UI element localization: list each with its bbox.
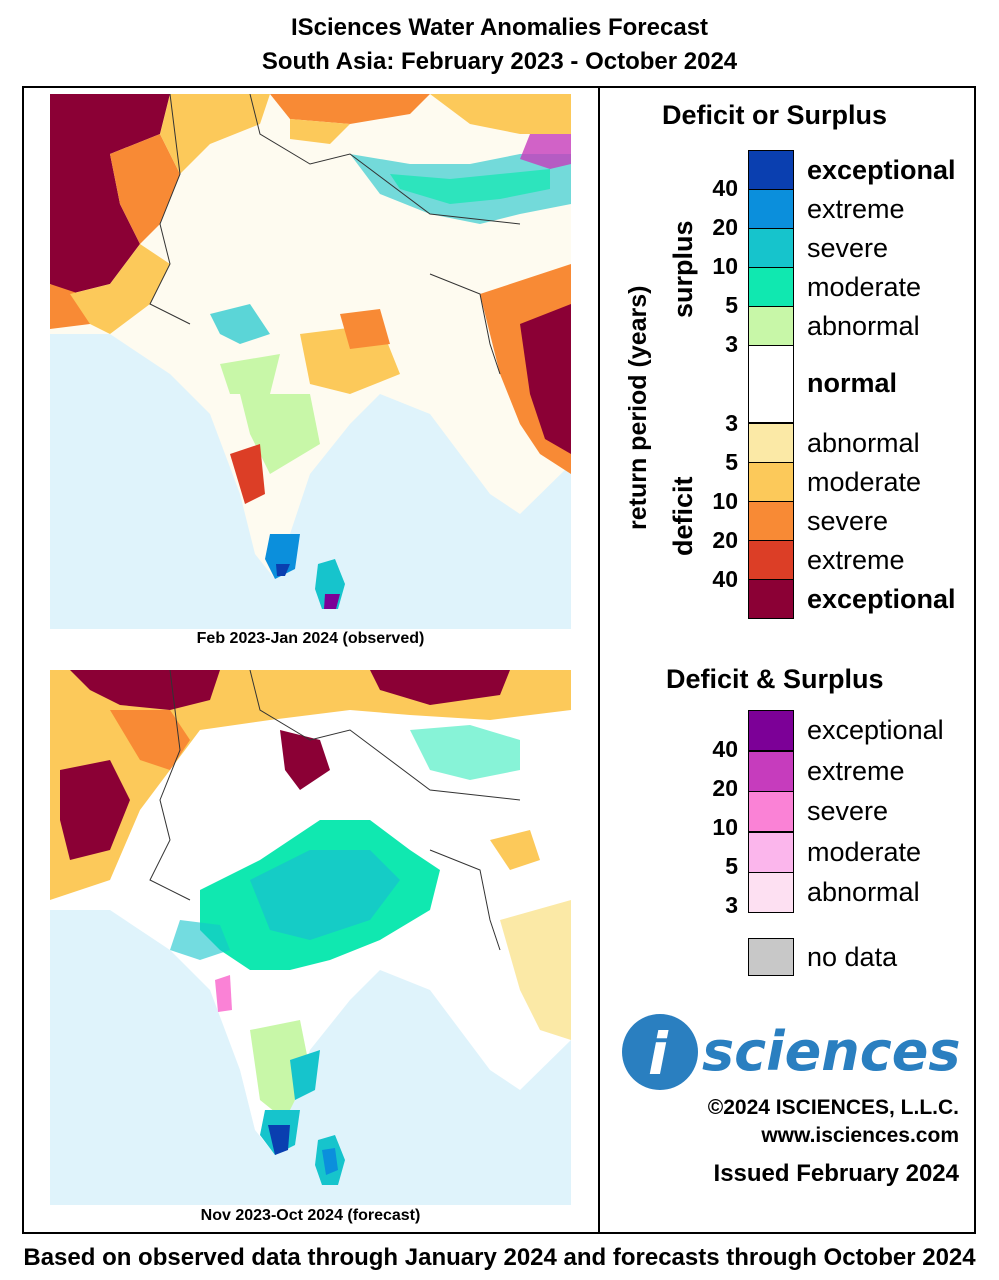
issued-date: Issued February 2024 xyxy=(713,1160,959,1187)
surplus-return-period-number: 3 xyxy=(725,331,738,357)
surplus-severe-label: severe xyxy=(807,233,889,263)
copyright-text: ©2024 ISCIENCES, L.L.C. xyxy=(707,1096,959,1119)
forecast-map xyxy=(50,670,571,1205)
no-data-label: no data xyxy=(807,942,898,972)
deficit-return-period-number: 20 xyxy=(712,527,738,553)
surplus-severe-swatch xyxy=(748,228,794,268)
surplus-axis-label: surplus xyxy=(668,220,698,318)
surplus-return-period-number: 10 xyxy=(712,253,738,279)
deficit-return-period-number: 40 xyxy=(712,566,738,592)
surplus-moderate-swatch xyxy=(748,267,794,307)
surplus-return-period-number: 40 xyxy=(712,175,738,201)
normal-swatch xyxy=(748,345,794,423)
surplus-moderate-label: moderate xyxy=(807,272,922,302)
combined-return-period-number: 3 xyxy=(725,892,738,918)
combined-moderate-label: moderate xyxy=(807,836,922,867)
combined-extreme-swatch xyxy=(748,750,794,792)
combined-return-period-number: 20 xyxy=(712,775,738,801)
combined-return-period-number: 5 xyxy=(725,853,738,879)
combined-moderate-swatch xyxy=(748,831,794,873)
combined-exceptional-label: exceptional xyxy=(807,715,944,745)
deficit-extreme-swatch xyxy=(748,540,794,580)
deficit-exceptional-swatch xyxy=(748,579,794,619)
return-period-axis-label: return period (years) xyxy=(624,285,652,530)
map-title: ISciences Water Anomalies Forecast xyxy=(290,14,709,41)
deficit-return-period-number: 3 xyxy=(725,410,738,436)
deficit-return-period-number: 10 xyxy=(712,488,738,514)
combined-return-period-number: 10 xyxy=(712,814,738,840)
observed-map xyxy=(50,94,571,629)
surplus-extreme-label: extreme xyxy=(807,194,905,224)
logo-i-letter: i xyxy=(648,1020,669,1088)
surplus-return-period-number: 20 xyxy=(712,214,738,240)
footer-note: Based on observed data through January 2… xyxy=(23,1244,976,1271)
isciences-logo: i sciences xyxy=(620,1012,965,1092)
combined-abnormal-swatch xyxy=(748,872,794,913)
deficit-severe-label: severe xyxy=(807,506,889,536)
surplus-return-period-number: 5 xyxy=(725,292,738,318)
combined-return-period-number: 40 xyxy=(712,736,738,762)
forecast-map-caption: Nov 2023-Oct 2024 (forecast) xyxy=(200,1207,421,1224)
panel-divider xyxy=(598,86,600,1234)
surplus-extreme-swatch xyxy=(748,189,794,229)
combined-severe-swatch xyxy=(748,791,794,832)
deficit-axis-label: deficit xyxy=(668,476,698,556)
combined-exceptional-swatch xyxy=(748,710,794,751)
deficit-return-period-number: 5 xyxy=(725,449,738,475)
content-frame xyxy=(22,86,976,1234)
combined-extreme-label: extreme xyxy=(807,755,905,786)
deficit-moderate-swatch xyxy=(748,462,794,502)
deficit-exceptional-label: exceptional xyxy=(807,584,956,614)
combined-abnormal-label: abnormal xyxy=(807,877,920,907)
deficit-abnormal-label: abnormal xyxy=(807,428,920,458)
observed-map-caption: Feb 2023-Jan 2024 (observed) xyxy=(196,630,425,647)
deficit-moderate-label: moderate xyxy=(807,467,922,497)
deficit-abnormal-swatch xyxy=(748,423,794,463)
logo-wordmark: sciences xyxy=(702,1020,961,1083)
surplus-abnormal-label: abnormal xyxy=(807,311,920,341)
no-data-swatch xyxy=(748,938,794,976)
map-subtitle: South Asia: February 2023 - October 2024 xyxy=(261,48,738,75)
normal-label: normal xyxy=(807,368,898,398)
surplus-abnormal-swatch xyxy=(748,306,794,346)
deficit-severe-swatch xyxy=(748,501,794,541)
website-link[interactable]: www.isciences.com xyxy=(761,1124,959,1147)
legend-title-deficit-or-surplus: Deficit or Surplus xyxy=(662,100,888,130)
surplus-exceptional-swatch xyxy=(748,150,794,190)
legend-title-deficit-and-surplus: Deficit & Surplus xyxy=(666,664,884,694)
deficit-extreme-label: extreme xyxy=(807,545,905,575)
combined-severe-label: severe xyxy=(807,796,889,826)
surplus-exceptional-label: exceptional xyxy=(807,155,956,185)
